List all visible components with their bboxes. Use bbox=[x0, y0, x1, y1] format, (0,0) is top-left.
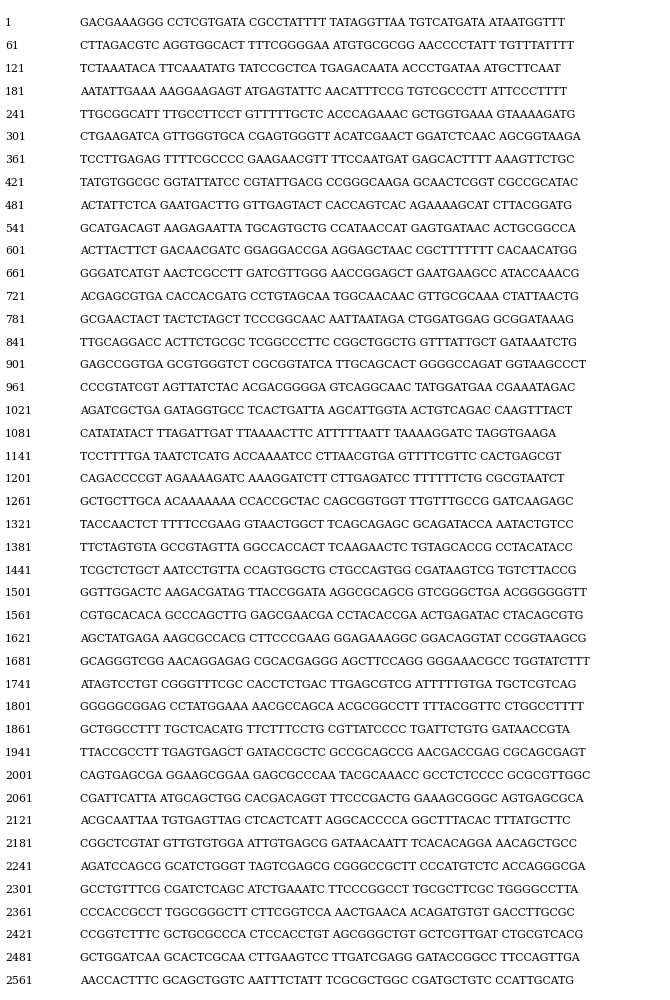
Text: 1381: 1381 bbox=[5, 543, 33, 553]
Text: 1021: 1021 bbox=[5, 406, 33, 416]
Text: 1321: 1321 bbox=[5, 520, 33, 530]
Text: 1441: 1441 bbox=[5, 566, 33, 576]
Text: GCTGGATCAA GCACTCGCAA CTTGAAGTCC TTGATCGAGG GATACCGGCC TTCCAGTTGA: GCTGGATCAA GCACTCGCAA CTTGAAGTCC TTGATCG… bbox=[80, 953, 580, 963]
Text: 361: 361 bbox=[5, 155, 26, 165]
Text: 1: 1 bbox=[5, 18, 12, 28]
Text: AACCACTTTC GCAGCTGGTC AATTTCTATT TCGCGCTGGC CGATGCTGTC CCATTGCATG: AACCACTTTC GCAGCTGGTC AATTTCTATT TCGCGCT… bbox=[80, 976, 574, 986]
Text: 181: 181 bbox=[5, 87, 26, 97]
Text: 2181: 2181 bbox=[5, 839, 33, 849]
Text: 1261: 1261 bbox=[5, 497, 33, 507]
Text: AGATCCAGCG GCATCTGGGT TAGTCGAGCG CGGGCCGCTT CCCATGTCTC ACCAGGGCGA: AGATCCAGCG GCATCTGGGT TAGTCGAGCG CGGGCCG… bbox=[80, 862, 586, 872]
Text: 901: 901 bbox=[5, 360, 26, 370]
Text: CGGCTCGTAT GTTGTGTGGA ATTGTGAGCG GATAACAATT TCACACAGGA AACAGCTGCC: CGGCTCGTAT GTTGTGTGGA ATTGTGAGCG GATAACA… bbox=[80, 839, 577, 849]
Text: TTACCGCCTT TGAGTGAGCT GATACCGCTC GCCGCAGCCG AACGACCGAG CGCAGCGAGT: TTACCGCCTT TGAGTGAGCT GATACCGCTC GCCGCAG… bbox=[80, 748, 586, 758]
Text: AATATTGAAA AAGGAAGAGT ATGAGTATTC AACATTTCCG TGTCGCCCTT ATTCCCTTTT: AATATTGAAA AAGGAAGAGT ATGAGTATTC AACATTT… bbox=[80, 87, 567, 97]
Text: GCTGGCCTTT TGCTCACATG TTCTTTCCTG CGTTATCCCC TGATTCTGTG GATAACCGTA: GCTGGCCTTT TGCTCACATG TTCTTTCCTG CGTTATC… bbox=[80, 725, 570, 735]
Text: TCTAAATACA TTCAAATATG TATCCGCTCA TGAGACAATA ACCCTGATAA ATGCTTCAAT: TCTAAATACA TTCAAATATG TATCCGCTCA TGAGACA… bbox=[80, 64, 561, 74]
Text: TTGCAGGACC ACTTCTGCGC TCGGCCCTTC CGGCTGGCTG GTTTATTGCT GATAAATCTG: TTGCAGGACC ACTTCTGCGC TCGGCCCTTC CGGCTGG… bbox=[80, 338, 577, 348]
Text: 301: 301 bbox=[5, 132, 26, 142]
Text: TTGCGGCATT TTGCCTTCCT GTTTTTGCTC ACCCAGAAAC GCTGGTGAAA GTAAAAGATG: TTGCGGCATT TTGCCTTCCT GTTTTTGCTC ACCCAGA… bbox=[80, 110, 576, 120]
Text: 241: 241 bbox=[5, 110, 26, 120]
Text: 2121: 2121 bbox=[5, 816, 33, 826]
Text: 1941: 1941 bbox=[5, 748, 33, 758]
Text: 2481: 2481 bbox=[5, 953, 33, 963]
Text: CCCGTATCGT AGTTATCTAC ACGACGGGGA GTCAGGCAAC TATGGATGAA CGAAATAGAC: CCCGTATCGT AGTTATCTAC ACGACGGGGA GTCAGGC… bbox=[80, 383, 576, 393]
Text: 1801: 1801 bbox=[5, 702, 33, 712]
Text: TTCTAGTGTA GCCGTAGTTA GGCCACCACT TCAAGAACTC TGTAGCACCG CCTACATACC: TTCTAGTGTA GCCGTAGTTA GGCCACCACT TCAAGAA… bbox=[80, 543, 573, 553]
Text: CAGACCCCGT AGAAAAGATC AAAGGATCTT CTTGAGATCC TTTTTTCTG CGCGTAATCT: CAGACCCCGT AGAAAAGATC AAAGGATCTT CTTGAGA… bbox=[80, 474, 564, 484]
Text: 1201: 1201 bbox=[5, 474, 33, 484]
Text: GCAGGGTCGG AACAGGAGAG CGCACGAGGG AGCTTCCAGG GGGAAACGCC TGGTATCTTT: GCAGGGTCGG AACAGGAGAG CGCACGAGGG AGCTTCC… bbox=[80, 657, 590, 667]
Text: TCGCTCTGCT AATCCTGTTA CCAGTGGCTG CTGCCAGTGG CGATAAGTCG TGTCTTACCG: TCGCTCTGCT AATCCTGTTA CCAGTGGCTG CTGCCAG… bbox=[80, 566, 576, 576]
Text: TATGTGGCGC GGTATTATCC CGTATTGACG CCGGGCAAGA GCAACTCGGT CGCCGCATAC: TATGTGGCGC GGTATTATCC CGTATTGACG CCGGGCA… bbox=[80, 178, 578, 188]
Text: CAGTGAGCGA GGAAGCGGAA GAGCGCCCAA TACGCAAACC GCCTCTCCCC GCGCGTTGGC: CAGTGAGCGA GGAAGCGGAA GAGCGCCCAA TACGCAA… bbox=[80, 771, 590, 781]
Text: 2241: 2241 bbox=[5, 862, 33, 872]
Text: AGATCGCTGA GATAGGTGCC TCACTGATTA AGCATTGGTA ACTGTCAGAC CAAGTTTACT: AGATCGCTGA GATAGGTGCC TCACTGATTA AGCATTG… bbox=[80, 406, 572, 416]
Text: 1141: 1141 bbox=[5, 452, 33, 462]
Text: GGGGGCGGAG CCTATGGAAA AACGCCAGCA ACGCGGCCTT TTTACGGTTC CTGGCCTTTT: GGGGGCGGAG CCTATGGAAA AACGCCAGCA ACGCGGC… bbox=[80, 702, 584, 712]
Text: CTGAAGATCA GTTGGGTGCA CGAGTGGGTT ACATCGAACT GGATCTCAAC AGCGGTAAGA: CTGAAGATCA GTTGGGTGCA CGAGTGGGTT ACATCGA… bbox=[80, 132, 581, 142]
Text: 1861: 1861 bbox=[5, 725, 33, 735]
Text: GAGCCGGTGA GCGTGGGTCT CGCGGTATCA TTGCAGCACT GGGGCCAGAT GGTAAGCCCT: GAGCCGGTGA GCGTGGGTCT CGCGGTATCA TTGCAGC… bbox=[80, 360, 586, 370]
Text: 2561: 2561 bbox=[5, 976, 33, 986]
Text: 1561: 1561 bbox=[5, 611, 33, 621]
Text: GCTGCTTGCA ACAAAAAAA CCACCGCTAC CAGCGGTGGT TTGTTTGCCG GATCAAGAGC: GCTGCTTGCA ACAAAAAAA CCACCGCTAC CAGCGGTG… bbox=[80, 497, 574, 507]
Text: 1621: 1621 bbox=[5, 634, 33, 644]
Text: TACCAACTCT TTTTCCGAAG GTAACTGGCT TCAGCAGAGC GCAGATACCA AATACTGTCC: TACCAACTCT TTTTCCGAAG GTAACTGGCT TCAGCAG… bbox=[80, 520, 574, 530]
Text: GGGATCATGT AACTCGCCTT GATCGTTGGG AACCGGAGCT GAATGAAGCC ATACCAAACG: GGGATCATGT AACTCGCCTT GATCGTTGGG AACCGGA… bbox=[80, 269, 580, 279]
Text: 541: 541 bbox=[5, 224, 25, 234]
Text: 2061: 2061 bbox=[5, 794, 33, 804]
Text: ACGAGCGTGA CACCACGATG CCTGTAGCAA TGGCAACAAC GTTGCGCAAA CTATTAACTG: ACGAGCGTGA CACCACGATG CCTGTAGCAA TGGCAAC… bbox=[80, 292, 579, 302]
Text: GCCTGTTTCG CGATCTCAGC ATCTGAAATC TTCCCGGCCT TGCGCTTCGC TGGGGCCTTA: GCCTGTTTCG CGATCTCAGC ATCTGAAATC TTCCCGG… bbox=[80, 885, 578, 895]
Text: CGTGCACACA GCCCAGCTTG GAGCGAACGA CCTACACCGA ACTGAGATAC CTACAGCGTG: CGTGCACACA GCCCAGCTTG GAGCGAACGA CCTACAC… bbox=[80, 611, 584, 621]
Text: 1741: 1741 bbox=[5, 680, 33, 690]
Text: 721: 721 bbox=[5, 292, 26, 302]
Text: TCCTTTTGA TAATCTCATG ACCAAAATCC CTTAACGTGA GTTTTCGTTC CACTGAGCGT: TCCTTTTGA TAATCTCATG ACCAAAATCC CTTAACGT… bbox=[80, 452, 561, 462]
Text: 421: 421 bbox=[5, 178, 26, 188]
Text: 1081: 1081 bbox=[5, 429, 33, 439]
Text: 481: 481 bbox=[5, 201, 26, 211]
Text: 781: 781 bbox=[5, 315, 26, 325]
Text: 2361: 2361 bbox=[5, 908, 33, 918]
Text: ACTTACTTCT GACAACGATC GGAGGACCGA AGGAGCTAAC CGCTTTTTTT CACAACATGG: ACTTACTTCT GACAACGATC GGAGGACCGA AGGAGCT… bbox=[80, 246, 577, 256]
Text: AGCTATGAGA AAGCGCCACG CTTCCCGAAG GGAGAAAGGC GGACAGGTAT CCGGTAAGCG: AGCTATGAGA AAGCGCCACG CTTCCCGAAG GGAGAAA… bbox=[80, 634, 586, 644]
Text: 121: 121 bbox=[5, 64, 26, 74]
Text: 2421: 2421 bbox=[5, 930, 33, 940]
Text: CGATTCATTA ATGCAGCTGG CACGACAGGT TTCCCGACTG GAAAGCGGGC AGTGAGCGCA: CGATTCATTA ATGCAGCTGG CACGACAGGT TTCCCGA… bbox=[80, 794, 584, 804]
Text: 841: 841 bbox=[5, 338, 26, 348]
Text: CCCACCGCCT TGGCGGGCTT CTTCGGTCCA AACTGAACA ACAGATGTGT GACCTTGCGC: CCCACCGCCT TGGCGGGCTT CTTCGGTCCA AACTGAA… bbox=[80, 908, 575, 918]
Text: CTTAGACGTC AGGTGGCACT TTTCGGGGAA ATGTGCGCGG AACCCCTATT TGTTTATTTT: CTTAGACGTC AGGTGGCACT TTTCGGGGAA ATGTGCG… bbox=[80, 41, 574, 51]
Text: GCGAACTACT TACTCTAGCT TCCCGGCAAC AATTAATAGA CTGGATGGAG GCGGATAAAG: GCGAACTACT TACTCTAGCT TCCCGGCAAC AATTAAT… bbox=[80, 315, 574, 325]
Text: ACTATTCTCA GAATGACTTG GTTGAGTACT CACCAGTCAC AGAAAAGCAT CTTACGGATG: ACTATTCTCA GAATGACTTG GTTGAGTACT CACCAGT… bbox=[80, 201, 572, 211]
Text: CCGGTCTTTC GCTGCGCCCA CTCCACCTGT AGCGGGCTGT GCTCGTTGAT CTGCGTCACG: CCGGTCTTTC GCTGCGCCCA CTCCACCTGT AGCGGGC… bbox=[80, 930, 584, 940]
Text: 961: 961 bbox=[5, 383, 26, 393]
Text: ATAGTCCTGT CGGGTTTCGC CACCTCTGAC TTGAGCGTCG ATTTTTGTGA TGCTCGTCAG: ATAGTCCTGT CGGGTTTCGC CACCTCTGAC TTGAGCG… bbox=[80, 680, 576, 690]
Text: GACGAAAGGG CCTCGTGATA CGCCTATTTT TATAGGTTAA TGTCATGATA ATAATGGTTT: GACGAAAGGG CCTCGTGATA CGCCTATTTT TATAGGT… bbox=[80, 18, 565, 28]
Text: 601: 601 bbox=[5, 246, 26, 256]
Text: GGTTGGACTC AAGACGATAG TTACCGGATA AGGCGCAGCG GTCGGGCTGA ACGGGGGGTT: GGTTGGACTC AAGACGATAG TTACCGGATA AGGCGCA… bbox=[80, 588, 587, 598]
Text: 1501: 1501 bbox=[5, 588, 33, 598]
Text: TCCTTGAGAG TTTTCGCCCC GAAGAACGTT TTCCAATGAT GAGCACTTTT AAAGTTCTGC: TCCTTGAGAG TTTTCGCCCC GAAGAACGTT TTCCAAT… bbox=[80, 155, 574, 165]
Text: 61: 61 bbox=[5, 41, 19, 51]
Text: 2001: 2001 bbox=[5, 771, 33, 781]
Text: 2301: 2301 bbox=[5, 885, 33, 895]
Text: GCATGACAGT AAGAGAATTA TGCAGTGCTG CCATAACCAT GAGTGATAAC ACTGCGGCCA: GCATGACAGT AAGAGAATTA TGCAGTGCTG CCATAAC… bbox=[80, 224, 576, 234]
Text: 1681: 1681 bbox=[5, 657, 33, 667]
Text: ACGCAATTAA TGTGAGTTAG CTCACTCATT AGGCACCCCA GGCTTTACAC TTTATGCTTC: ACGCAATTAA TGTGAGTTAG CTCACTCATT AGGCACC… bbox=[80, 816, 570, 826]
Text: 661: 661 bbox=[5, 269, 26, 279]
Text: CATATATACT TTAGATTGAT TTAAAACTTC ATTTTTAATT TAAAAGGATC TAGGTGAAGA: CATATATACT TTAGATTGAT TTAAAACTTC ATTTTTA… bbox=[80, 429, 556, 439]
